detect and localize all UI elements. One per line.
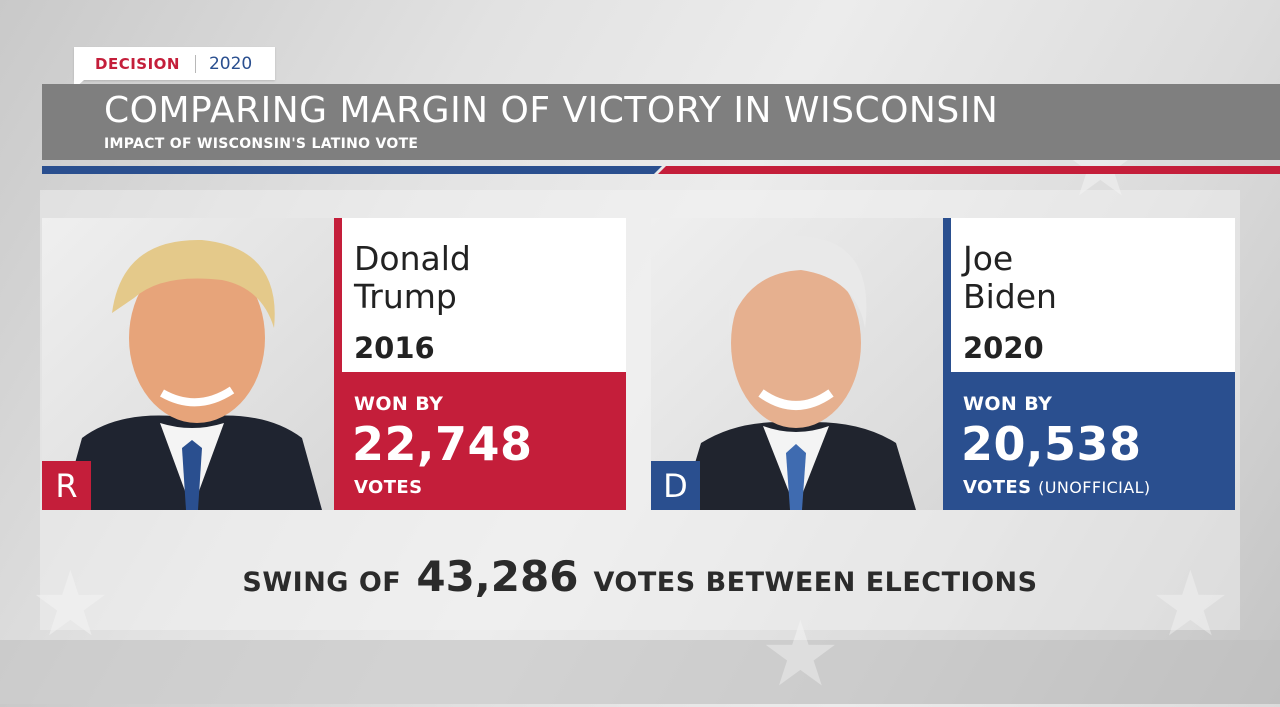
tag-year: 2020 bbox=[208, 53, 253, 74]
result-box: WON BY 22,748 VOTES bbox=[334, 372, 626, 510]
unofficial-note: (UNOFFICIAL) bbox=[1038, 478, 1151, 497]
portrait-icon bbox=[62, 239, 322, 510]
candidate-card-trump: Donald Trump 2016 WON BY 22,748 VOTES R bbox=[42, 218, 626, 510]
candidate-name: Donald Trump bbox=[354, 240, 471, 316]
background-star-icon: ★ bbox=[760, 602, 841, 707]
portrait-icon bbox=[681, 236, 916, 510]
decision-tag: DECISION 2020 bbox=[74, 47, 275, 80]
header-line-red bbox=[658, 166, 1280, 174]
candidate-card-biden: Joe Biden 2020 WON BY 20,538 VOTES (UNOF… bbox=[651, 218, 1235, 510]
candidate-info-trump: Donald Trump 2016 WON BY 22,748 VOTES bbox=[334, 218, 626, 510]
party-accent-bar bbox=[334, 218, 342, 510]
background-star-icon: ★ bbox=[30, 552, 111, 657]
candidate-first-name: Joe bbox=[963, 239, 1014, 278]
votes-label: VOTES bbox=[963, 477, 1032, 498]
background-star-icon: ★ bbox=[1150, 552, 1231, 657]
won-by-label: WON BY bbox=[354, 393, 444, 415]
party-accent-bar bbox=[943, 218, 951, 510]
vote-margin: 20,538 bbox=[961, 417, 1142, 471]
candidate-last-name: Biden bbox=[963, 277, 1057, 316]
page-title: COMPARING MARGIN OF VICTORY IN WISCONSIN bbox=[104, 90, 999, 131]
background-band bbox=[0, 640, 1280, 704]
candidate-first-name: Donald bbox=[354, 239, 471, 278]
swing-suffix: VOTES BETWEEN ELECTIONS bbox=[593, 567, 1038, 598]
candidate-last-name: Trump bbox=[354, 277, 457, 316]
won-by-label: WON BY bbox=[963, 393, 1053, 415]
result-box: WON BY 20,538 VOTES (UNOFFICIAL) bbox=[943, 372, 1235, 510]
votes-label: VOTES bbox=[354, 477, 423, 498]
swing-prefix: SWING OF bbox=[242, 567, 402, 598]
header-bar: COMPARING MARGIN OF VICTORY IN WISCONSIN… bbox=[42, 84, 1280, 160]
party-badge: D bbox=[651, 461, 700, 510]
party-badge: R bbox=[42, 461, 91, 510]
candidate-name: Joe Biden bbox=[963, 240, 1057, 316]
page-subtitle: IMPACT OF WISCONSIN'S LATINO VOTE bbox=[104, 136, 419, 152]
votes-label-row: VOTES (UNOFFICIAL) bbox=[963, 477, 1151, 498]
candidate-info-biden: Joe Biden 2020 WON BY 20,538 VOTES (UNOF… bbox=[943, 218, 1235, 510]
votes-label-row: VOTES bbox=[354, 477, 422, 498]
election-year: 2016 bbox=[354, 331, 435, 365]
election-year: 2020 bbox=[963, 331, 1044, 365]
header-line-blue bbox=[42, 166, 662, 174]
tag-divider bbox=[194, 54, 196, 73]
swing-summary: SWING OF 43,286 VOTES BETWEEN ELECTIONS bbox=[0, 552, 1280, 601]
swing-number: 43,286 bbox=[416, 552, 579, 601]
vote-margin: 22,748 bbox=[352, 417, 533, 471]
tag-label: DECISION bbox=[95, 54, 180, 73]
